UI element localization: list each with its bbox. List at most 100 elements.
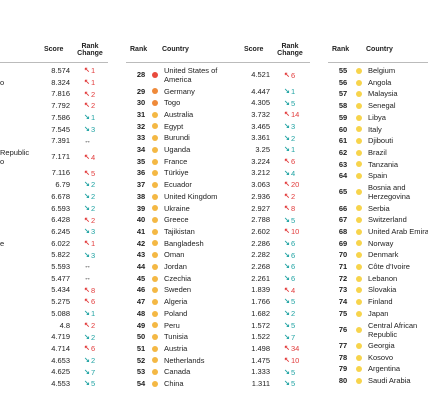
- rank-change: ↖ 6: [284, 156, 298, 168]
- rank-value: 79: [338, 364, 348, 374]
- rank-change-value: 1: [91, 78, 96, 88]
- score-color-dot: [152, 72, 158, 79]
- table-row: 7.391 ↔: [0, 135, 108, 147]
- country-name: United Kingdom: [164, 191, 218, 201]
- score-color-dot: [152, 310, 158, 317]
- rank-change-value: 2: [91, 180, 96, 190]
- rank-change-value: 14: [291, 110, 300, 120]
- country-name: Kosovo: [368, 352, 394, 362]
- rank-change-value: 6: [291, 238, 296, 248]
- score-color-dot: [356, 275, 362, 282]
- rank-change-up-icon: ↘: [84, 310, 90, 318]
- table-row: 4.653 ↘ 2: [0, 355, 108, 367]
- rank-change-value: 6: [291, 157, 296, 167]
- rank-change-same-icon: ↔: [84, 137, 91, 145]
- country-name: Egypt: [164, 121, 184, 131]
- rank-value: 62: [338, 147, 348, 157]
- table-row: 4.719 ↘ 2: [0, 331, 108, 343]
- rank-change: ↘ 3: [84, 124, 98, 136]
- score-color-dot: [356, 189, 362, 196]
- rank-change-up-icon: ↘: [84, 333, 90, 341]
- score-color-dot: [356, 67, 362, 74]
- score-color-dot: [152, 88, 158, 95]
- rank-change-up-icon: ↘: [284, 275, 290, 283]
- table-row: 57 Malaysia: [328, 88, 428, 100]
- rank-change-up-icon: ↘: [284, 134, 290, 142]
- rank-change: ↖ 1: [84, 77, 98, 89]
- score-value: 3.224: [251, 156, 270, 166]
- score-value: 2.788: [251, 215, 270, 225]
- score-value: 5.434: [51, 285, 70, 295]
- rank-value: 55: [338, 66, 348, 75]
- table-row: 29 Germany 4.447 ↘ 1: [126, 86, 310, 98]
- table-row: 72 Lebanon: [328, 273, 428, 285]
- rank-change: ↘ 7: [284, 331, 298, 343]
- country-name: Togo: [164, 98, 181, 108]
- rank-value: 30: [136, 98, 146, 108]
- table-row: 41 Tajikistan 2.602 ↖ 10: [126, 226, 310, 238]
- table-row: 61 Djibouti: [328, 135, 428, 147]
- rank-change-down-icon: ↖: [84, 321, 90, 329]
- rank-change: ↖ 6: [84, 343, 98, 355]
- rank-change: ↘ 2: [84, 355, 98, 367]
- table-row: 80 Saudi Arabia: [328, 375, 428, 387]
- country-name: Burundi: [164, 133, 190, 143]
- country-name: United States of America: [164, 66, 218, 84]
- rank-value: 40: [136, 215, 146, 225]
- country-name: France: [164, 156, 188, 166]
- score-value: 2.282: [251, 250, 270, 260]
- country-name: Uganda: [164, 145, 191, 154]
- table-row: 33 Burundi 3.361 ↘ 2: [126, 132, 310, 144]
- score-color-dot: [356, 217, 362, 224]
- rank-change-up-icon: ↘: [84, 125, 90, 133]
- rank-change-down-icon: ↖: [284, 228, 290, 236]
- country-name: Norway: [368, 238, 394, 248]
- score-color-dot: [152, 217, 158, 224]
- country-name: Jordan: [164, 262, 187, 271]
- score-value: 6.79: [55, 180, 70, 190]
- header-divider: [0, 62, 108, 63]
- score-value: 8.324: [51, 77, 70, 87]
- country-name: Malaysia: [368, 89, 398, 99]
- rank-change-value: 7: [91, 367, 96, 377]
- score-value: 4.447: [251, 86, 270, 96]
- rank-change: ↖ 34: [284, 343, 299, 355]
- rank-change: ↔: [84, 273, 98, 285]
- score-value: 1.333: [251, 367, 270, 377]
- score-color-dot: [152, 146, 158, 153]
- rank-value: 75: [338, 308, 348, 318]
- rank-value: 80: [338, 376, 348, 386]
- table-row: 31 Australia 3.732 ↖ 14: [126, 109, 310, 121]
- rank-change: ↖ 10: [284, 226, 299, 238]
- rank-change: ↘ 3: [284, 121, 298, 133]
- rank-value: 63: [338, 159, 348, 169]
- rank-value: 42: [136, 238, 146, 248]
- table-row: 7.545 ↘ 3: [0, 124, 108, 136]
- table-row: 7.586 ↘ 1: [0, 112, 108, 124]
- score-color-dot: [356, 366, 362, 373]
- score-color-dot: [356, 228, 362, 235]
- rank-change: ↘ 2: [84, 191, 98, 203]
- rank-change-up-icon: ↘: [84, 181, 90, 189]
- score-value: 7.816: [51, 89, 70, 99]
- rank-change: ↖ 2: [84, 88, 98, 100]
- rank-change-up-icon: ↘: [284, 87, 290, 95]
- table-row: 74 Finland: [328, 296, 428, 308]
- rank-change-value: 1: [91, 113, 96, 123]
- country-name: Finland: [368, 297, 393, 307]
- rank-change-value: 5: [91, 168, 96, 178]
- rank-change-up-icon: ↘: [284, 368, 290, 376]
- country-name: Senegal: [368, 101, 396, 111]
- rank-change-down-icon: ↖: [84, 216, 90, 224]
- rank-change: ↖ 6: [84, 296, 98, 308]
- score-value: 5.275: [51, 297, 70, 307]
- rank-change: ↖ 20: [284, 179, 299, 191]
- table-row: 4.625 ↘ 7: [0, 366, 108, 378]
- country-name: Angola: [368, 77, 392, 87]
- rank-change-up-icon: ↘: [284, 99, 290, 107]
- table-row: 46 Sweden 1.839 ↖ 4: [126, 284, 310, 296]
- table-row: 5.593 ↔: [0, 261, 108, 273]
- country-name: Argentina: [368, 364, 401, 374]
- table-row: 52 Netherlands 1.475 ↖ 10: [126, 355, 310, 367]
- score-value: 3.361: [251, 133, 270, 143]
